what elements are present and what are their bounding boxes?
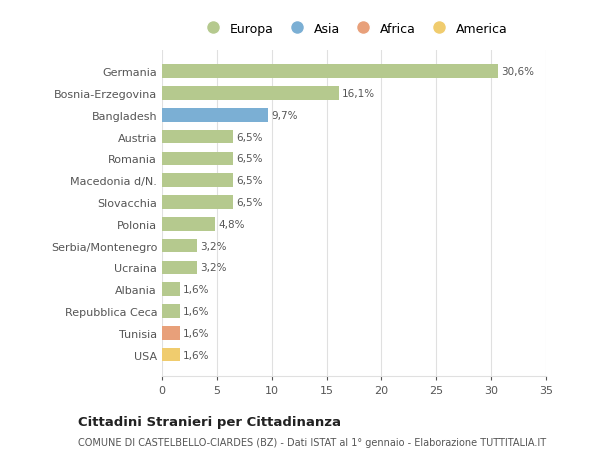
Text: 3,2%: 3,2%: [200, 241, 227, 251]
Text: 1,6%: 1,6%: [183, 350, 209, 360]
Text: Cittadini Stranieri per Cittadinanza: Cittadini Stranieri per Cittadinanza: [78, 415, 341, 428]
Text: 16,1%: 16,1%: [342, 89, 375, 99]
Bar: [162, 305, 179, 318]
Bar: [162, 152, 233, 166]
Bar: [162, 348, 179, 362]
Text: 3,2%: 3,2%: [200, 263, 227, 273]
Text: 6,5%: 6,5%: [236, 132, 263, 142]
Bar: [162, 196, 233, 209]
Bar: [162, 239, 197, 253]
Bar: [162, 130, 233, 144]
Bar: [162, 65, 498, 79]
Text: COMUNE DI CASTELBELLO-CIARDES (BZ) - Dati ISTAT al 1° gennaio - Elaborazione TUT: COMUNE DI CASTELBELLO-CIARDES (BZ) - Dat…: [78, 437, 546, 447]
Text: 1,6%: 1,6%: [183, 328, 209, 338]
Bar: [162, 109, 268, 122]
Bar: [162, 261, 197, 274]
Text: 9,7%: 9,7%: [272, 111, 298, 121]
Legend: Europa, Asia, Africa, America: Europa, Asia, Africa, America: [195, 17, 513, 40]
Text: 4,8%: 4,8%: [218, 219, 244, 230]
Bar: [162, 218, 215, 231]
Bar: [162, 174, 233, 188]
Bar: [162, 87, 338, 101]
Text: 6,5%: 6,5%: [236, 176, 263, 186]
Text: 1,6%: 1,6%: [183, 285, 209, 295]
Text: 1,6%: 1,6%: [183, 306, 209, 316]
Bar: [162, 326, 179, 340]
Text: 6,5%: 6,5%: [236, 154, 263, 164]
Text: 30,6%: 30,6%: [501, 67, 534, 77]
Bar: [162, 283, 179, 297]
Text: 6,5%: 6,5%: [236, 197, 263, 207]
